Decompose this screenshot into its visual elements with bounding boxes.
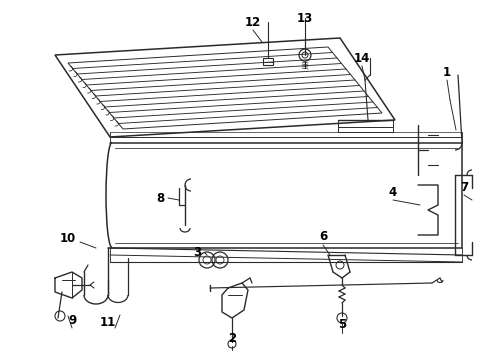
- Text: 10: 10: [60, 231, 76, 244]
- Text: 6: 6: [319, 230, 327, 243]
- Text: 11: 11: [100, 316, 116, 329]
- Text: 7: 7: [460, 180, 468, 194]
- Text: 2: 2: [228, 332, 236, 345]
- Text: 5: 5: [338, 319, 346, 332]
- Text: 14: 14: [354, 51, 370, 64]
- Text: 12: 12: [245, 15, 261, 28]
- Text: 4: 4: [389, 185, 397, 198]
- Text: 9: 9: [68, 314, 76, 327]
- Text: 1: 1: [443, 66, 451, 78]
- Text: 13: 13: [297, 12, 313, 24]
- Text: 3: 3: [193, 247, 201, 260]
- Text: 8: 8: [156, 192, 164, 204]
